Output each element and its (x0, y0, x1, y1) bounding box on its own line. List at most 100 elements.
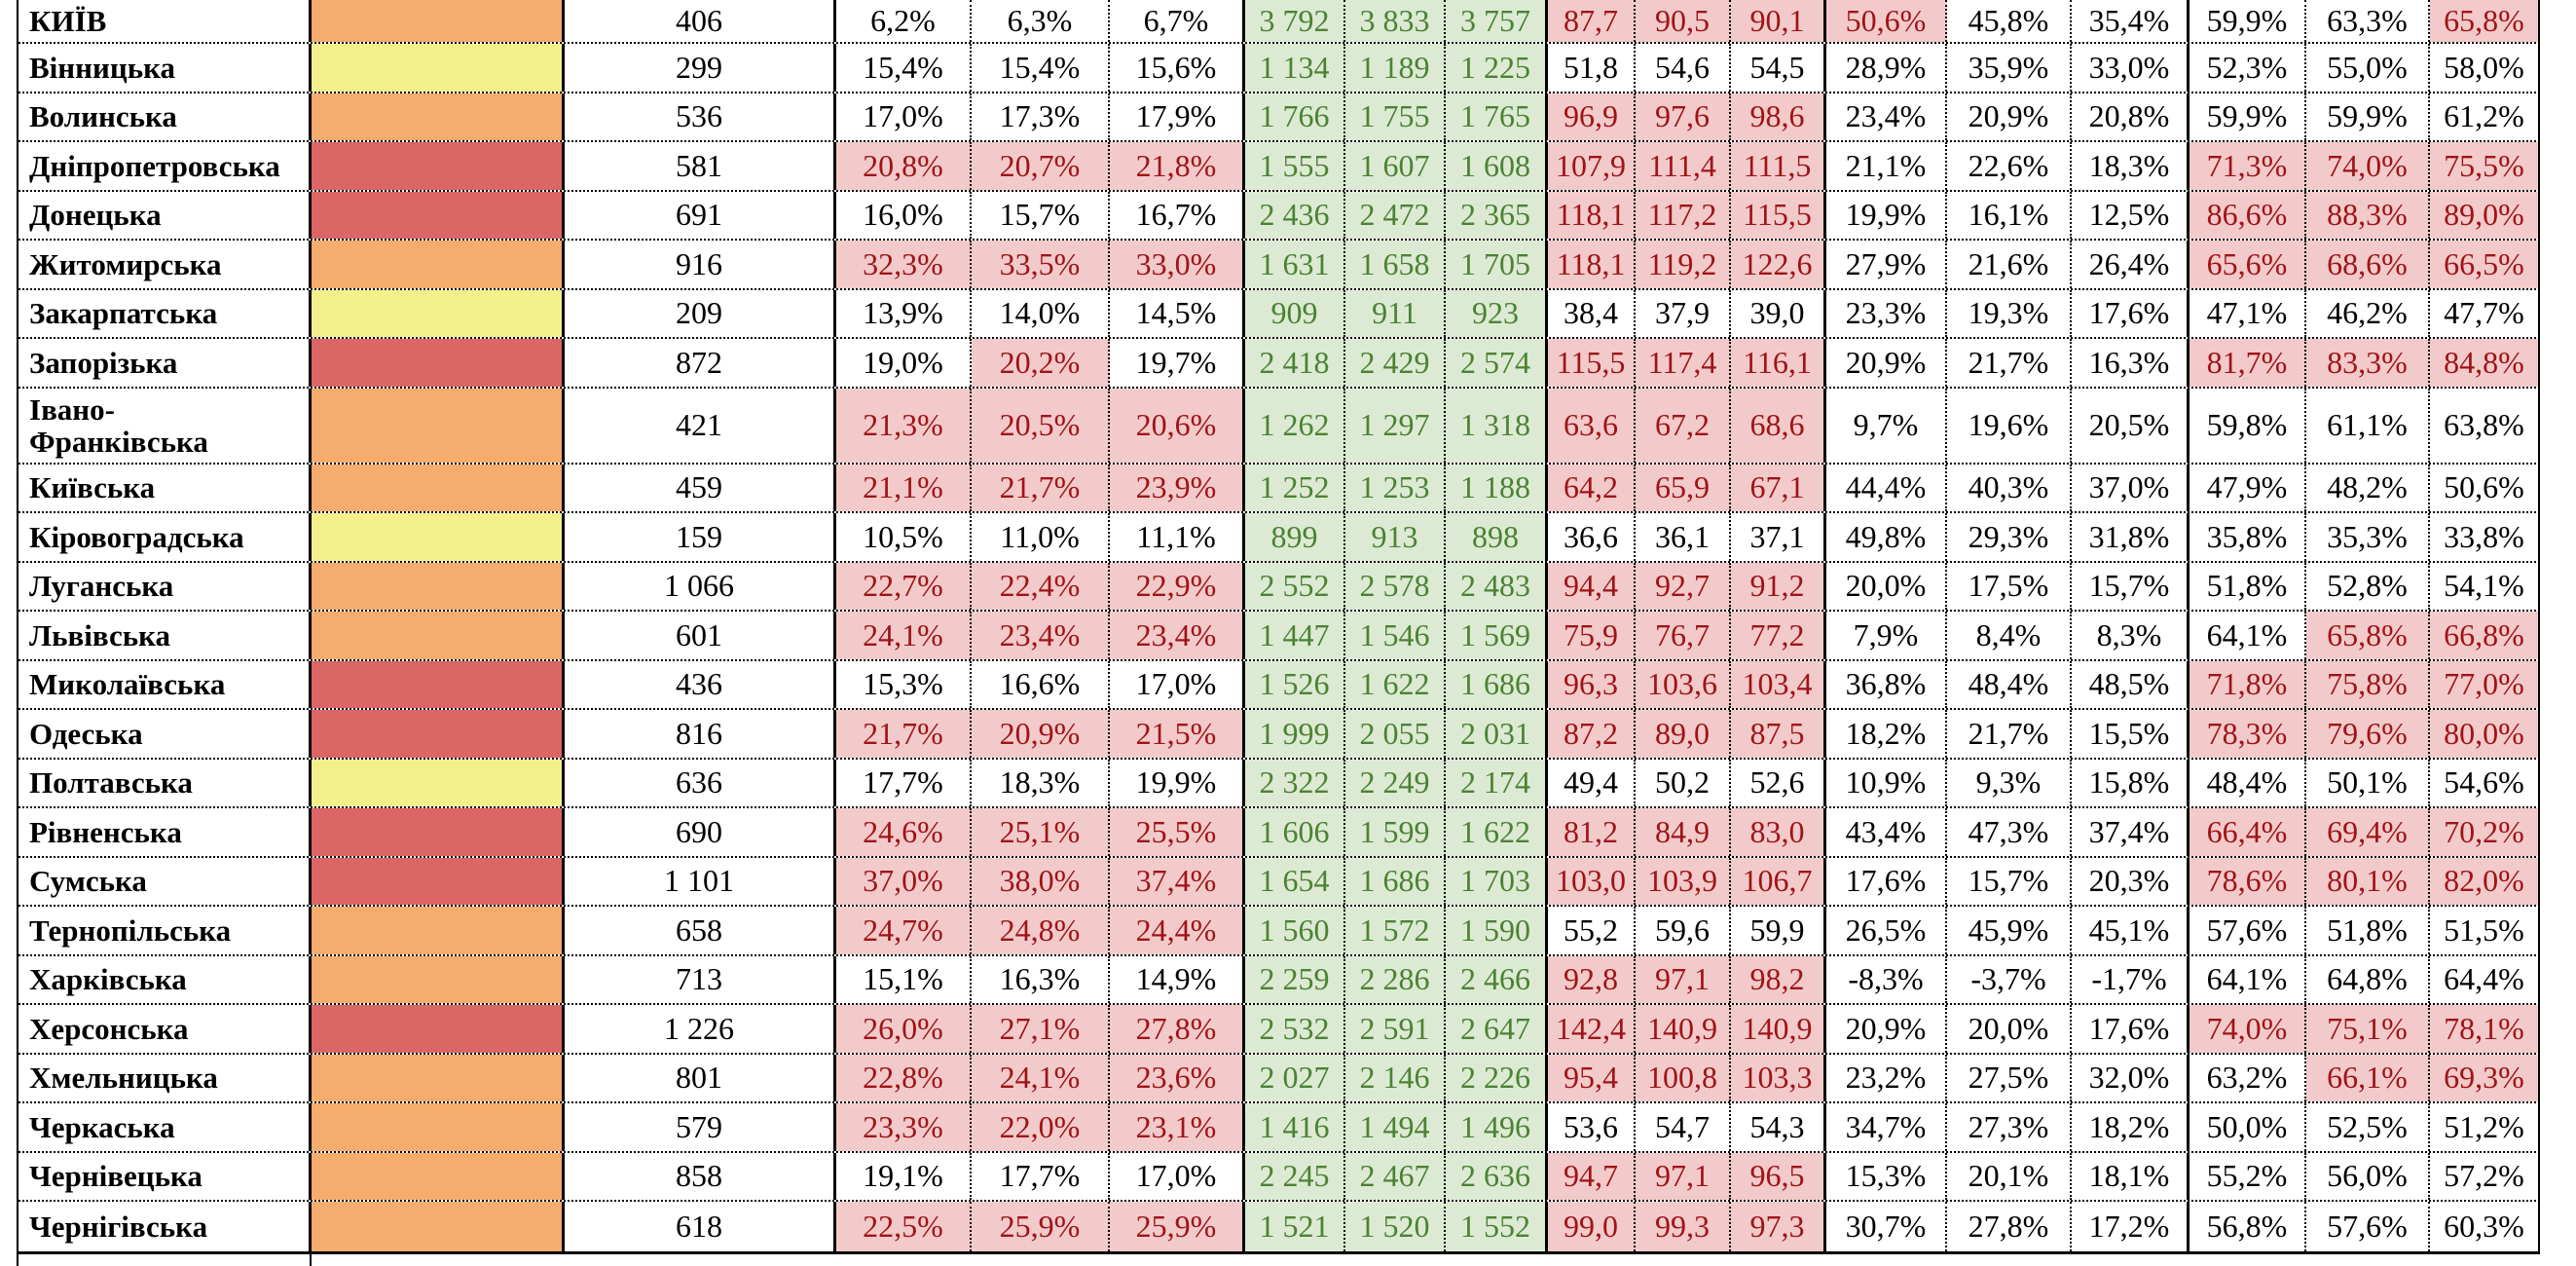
decimal-group-cell: 122,6 (1731, 241, 1826, 288)
pct-group1-cell: 25,1% (972, 808, 1110, 856)
abs-value-cell: 1 318 (1446, 388, 1548, 463)
abs-value-cell: 1 252 (1245, 464, 1345, 511)
abs-value-cell: 909 (1245, 289, 1345, 337)
table-row: Вінницька 299 15,4% 15,4% 15,6% 1 134 1 189 1 2… (18, 44, 2540, 93)
pct-group1-cell: 21,7% (972, 464, 1110, 511)
abs-value-cell: 2 466 (1446, 955, 1548, 1003)
pct-group2-cell: 8,3% (2072, 612, 2190, 659)
value-cell: 421 (565, 388, 836, 463)
region-name-cell: Волинська (18, 93, 312, 140)
pct-group1-cell: 19,9% (1110, 759, 1245, 806)
abs-value-cell: 1 599 (1345, 808, 1446, 856)
abs-value-cell: 923 (1446, 289, 1548, 337)
pct-group3-cell: 63,2% (2190, 1054, 2306, 1101)
table-row: Закарпатська 209 13,9% 14,0% 14,5% 909 911 923 3… (18, 289, 2540, 339)
pct-group3-cell: 52,3% (2190, 44, 2306, 92)
abs-value-cell: 3 833 (1345, 0, 1446, 42)
region-color-indicator (312, 1005, 565, 1053)
pct-group2-cell: 34,7% (1826, 1103, 1947, 1151)
region-name-cell: Вінницька (18, 44, 312, 92)
decimal-group-cell: 36,6 (1548, 513, 1636, 561)
pct-group2-cell: 18,2% (2072, 1103, 2190, 1151)
region-name-cell: КИЇВ (18, 0, 312, 42)
pct-group2-cell: 33,0% (2072, 44, 2190, 92)
region-name-cell: Одеська (18, 710, 312, 758)
abs-value-cell: 2 365 (1446, 191, 1548, 239)
pct-group3-cell: 82,0% (2430, 857, 2540, 905)
decimal-group-cell: 94,4 (1548, 562, 1636, 610)
abs-value-cell: 1 297 (1345, 388, 1446, 463)
pct-group1-cell: 25,9% (972, 1202, 1110, 1251)
abs-value-cell: 1 606 (1245, 808, 1345, 856)
pct-group1-cell: 16,7% (1110, 191, 1245, 239)
decimal-group-cell: 111,5 (1731, 142, 1826, 190)
abs-value-cell: 1 496 (1446, 1103, 1548, 1151)
pct-group1-cell: 23,9% (1110, 464, 1245, 511)
pct-group1-cell: 20,6% (1110, 388, 1245, 463)
pct-group3-cell: 77,0% (2430, 660, 2540, 708)
pct-group3-cell: 48,4% (2190, 759, 2306, 806)
decimal-group-cell: 117,2 (1636, 191, 1731, 239)
pct-group2-cell: 8,4% (1947, 612, 2072, 659)
value-cell: 872 (565, 339, 836, 387)
pct-group1-cell: 11,1% (1110, 513, 1245, 561)
abs-value-cell: 1 658 (1345, 241, 1446, 288)
region-name-cell: Житомирська (18, 241, 312, 288)
abs-value-cell: 898 (1446, 513, 1548, 561)
pct-group1-cell: 16,6% (972, 660, 1110, 708)
pct-group2-cell: 28,9% (1826, 44, 1947, 92)
abs-value-cell: 1 189 (1345, 44, 1446, 92)
pct-group1-cell: 33,5% (972, 241, 1110, 288)
pct-group2-cell: 16,3% (2072, 339, 2190, 387)
region-name-cell: Хмельницька (18, 1054, 312, 1101)
pct-group1-cell: 24,7% (836, 907, 972, 954)
pct-group2-cell: 21,7% (1947, 339, 2072, 387)
value-cell: 1 226 (565, 1005, 836, 1053)
pct-group2-cell: 27,3% (1947, 1103, 2072, 1151)
pct-group3-cell: 50,0% (2190, 1103, 2306, 1151)
pct-group3-cell: 55,2% (2190, 1152, 2306, 1200)
pct-group1-cell: 21,7% (836, 710, 972, 758)
pct-group3-cell: 59,8% (2190, 388, 2306, 463)
region-name-cell: Донецька (18, 191, 312, 239)
decimal-group-cell: 67,1 (1731, 464, 1826, 511)
pct-group2-cell: 21,1% (1826, 142, 1947, 190)
pct-group3-cell: 78,1% (2430, 1005, 2540, 1053)
pct-group3-cell: 86,6% (2190, 191, 2306, 239)
abs-value-cell: 2 532 (1245, 1005, 1345, 1053)
decimal-group-cell: 38,4 (1548, 289, 1636, 337)
pct-group1-cell: 20,8% (836, 142, 972, 190)
pct-group3-cell: 79,6% (2306, 710, 2430, 758)
decimal-group-cell: 103,3 (1731, 1054, 1826, 1101)
decimal-group-cell: 119,2 (1636, 241, 1731, 288)
pct-group1-cell: 11,0% (972, 513, 1110, 561)
abs-value-cell: 1 608 (1446, 142, 1548, 190)
decimal-group-cell: 118,1 (1548, 191, 1636, 239)
value-cell: 536 (565, 93, 836, 140)
pct-group2-cell: 22,6% (1947, 142, 2072, 190)
abs-value-cell: 1 555 (1245, 142, 1345, 190)
pct-group3-cell: 65,8% (2430, 0, 2540, 42)
pct-group2-cell: 48,5% (2072, 660, 2190, 708)
pct-group3-cell: 71,3% (2190, 142, 2306, 190)
abs-value-cell: 1 703 (1446, 857, 1548, 905)
value-cell: 209 (565, 289, 836, 337)
pct-group2-cell: 50,6% (1826, 0, 1947, 42)
abs-value-cell: 1 494 (1345, 1103, 1446, 1151)
pct-group2-cell: 21,7% (1947, 710, 2072, 758)
pct-group1-cell: 20,7% (972, 142, 1110, 190)
pct-group1-cell: 10,5% (836, 513, 972, 561)
table-row: Запорізька 872 19,0% 20,2% 19,7% 2 418 2 429 2 … (18, 339, 2540, 389)
decimal-group-cell: 76,7 (1636, 612, 1731, 659)
pct-group2-cell: 26,5% (1826, 907, 1947, 954)
region-color-indicator (312, 857, 565, 905)
pct-group2-cell: 7,9% (1826, 612, 1947, 659)
decimal-group-cell: 87,5 (1731, 710, 1826, 758)
region-name-cell: Херсонська (18, 1005, 312, 1053)
decimal-group-cell: 96,3 (1548, 660, 1636, 708)
region-name-cell: Харківська (18, 955, 312, 1003)
abs-value-cell: 1 631 (1245, 241, 1345, 288)
decimal-group-cell: 116,1 (1731, 339, 1826, 387)
pct-group1-cell: 16,0% (836, 191, 972, 239)
pct-group3-cell: 80,1% (2306, 857, 2430, 905)
